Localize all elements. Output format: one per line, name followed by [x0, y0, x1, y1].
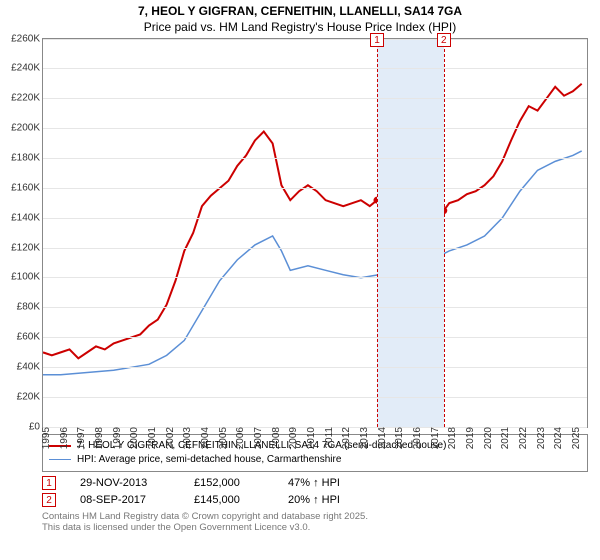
x-axis-label: 2008: [269, 427, 282, 449]
sale-row: 2 08-SEP-2017 £145,000 20% ↑ HPI: [42, 493, 588, 507]
chart-container: 7, HEOL Y GIGFRAN, CEFNEITHIN, LLANELLI,…: [0, 0, 600, 560]
y-axis-label: £160K: [11, 182, 43, 193]
gridline: [43, 277, 587, 278]
footer-line: This data is licensed under the Open Gov…: [42, 522, 588, 534]
gridline: [43, 218, 587, 219]
y-axis-label: £240K: [11, 63, 43, 74]
x-axis-label: 1998: [92, 427, 105, 449]
y-axis-label: £80K: [17, 302, 43, 313]
x-axis-label: 2013: [357, 427, 370, 449]
y-axis-label: £20K: [17, 391, 43, 402]
gridline: [43, 188, 587, 189]
x-axis-label: 2019: [463, 427, 476, 449]
marker-number: 2: [437, 33, 451, 47]
sales-list: 1 29-NOV-2013 £152,000 47% ↑ HPI 2 08-SEP-201…: [42, 476, 588, 507]
gridline: [43, 307, 587, 308]
x-axis-label: 2003: [180, 427, 193, 449]
x-axis-label: 2015: [392, 427, 405, 449]
x-axis-label: 2011: [322, 427, 335, 449]
x-axis-label: 2021: [498, 427, 511, 449]
chart-title: 7, HEOL Y GIGFRAN, CEFNEITHIN, LLANELLI,…: [0, 0, 600, 20]
y-axis-label: £140K: [11, 212, 43, 223]
x-axis-label: 2007: [251, 427, 264, 449]
x-axis-label: 1996: [57, 427, 70, 449]
marker-line: [377, 39, 378, 427]
chart-svg: [43, 39, 587, 427]
x-axis-label: 2001: [145, 427, 158, 449]
gridline: [43, 367, 587, 368]
x-axis-label: 2016: [410, 427, 423, 449]
chart-plot-area: £0£20K£40K£60K£80K£100K£120K£140K£160K£1…: [42, 38, 588, 428]
legend-label: HPI: Average price, semi-detached house,…: [77, 453, 341, 467]
x-axis-label: 2022: [516, 427, 529, 449]
legend-item: HPI: Average price, semi-detached house,…: [49, 453, 581, 467]
x-axis-label: 2002: [163, 427, 176, 449]
x-axis-label: 2005: [216, 427, 229, 449]
y-axis-label: £120K: [11, 242, 43, 253]
sale-price: £152,000: [194, 477, 264, 489]
x-axis-label: 2025: [569, 427, 582, 449]
y-axis-label: £40K: [17, 361, 43, 372]
sale-number: 1: [42, 476, 56, 490]
gridline: [43, 98, 587, 99]
x-axis-label: 1995: [39, 427, 52, 449]
series-hpi: [43, 151, 582, 375]
gridline: [43, 128, 587, 129]
sale-price: £145,000: [194, 494, 264, 506]
y-axis-label: £260K: [11, 33, 43, 44]
footer-attribution: Contains HM Land Registry data © Crown c…: [42, 511, 588, 535]
x-axis-label: 2023: [534, 427, 547, 449]
gridline: [43, 248, 587, 249]
y-axis-label: £100K: [11, 272, 43, 283]
x-axis-label: 2012: [339, 427, 352, 449]
x-axis-label: 2009: [286, 427, 299, 449]
x-axis-label: 2014: [375, 427, 388, 449]
x-axis-label: 2004: [198, 427, 211, 449]
sale-date: 08-SEP-2017: [80, 494, 170, 506]
footer-line: Contains HM Land Registry data © Crown c…: [42, 511, 588, 523]
y-axis-label: £180K: [11, 152, 43, 163]
marker-line: [444, 39, 445, 427]
x-axis-label: 2000: [127, 427, 140, 449]
sale-number: 2: [42, 493, 56, 507]
marker-number: 1: [370, 33, 384, 47]
x-axis-label: 2020: [481, 427, 494, 449]
x-axis-label: 1999: [110, 427, 123, 449]
gridline: [43, 397, 587, 398]
x-axis-label: 1997: [74, 427, 87, 449]
gridline: [43, 39, 587, 40]
gridline: [43, 337, 587, 338]
series-price_paid: [43, 83, 582, 358]
sale-row: 1 29-NOV-2013 £152,000 47% ↑ HPI: [42, 476, 588, 490]
sale-delta: 47% ↑ HPI: [288, 477, 340, 489]
y-axis-label: £220K: [11, 93, 43, 104]
y-axis-label: £200K: [11, 123, 43, 134]
gridline: [43, 68, 587, 69]
y-axis-label: £60K: [17, 332, 43, 343]
x-axis-label: 2018: [445, 427, 458, 449]
legend-swatch: [49, 459, 71, 460]
sale-delta: 20% ↑ HPI: [288, 494, 340, 506]
chart-subtitle: Price paid vs. HM Land Registry's House …: [0, 20, 600, 38]
x-axis-label: 2010: [304, 427, 317, 449]
x-axis-label: 2024: [551, 427, 564, 449]
marker-band: [377, 39, 444, 427]
gridline: [43, 158, 587, 159]
sale-date: 29-NOV-2013: [80, 477, 170, 489]
x-axis-label: 2006: [233, 427, 246, 449]
x-axis-label: 2017: [428, 427, 441, 449]
